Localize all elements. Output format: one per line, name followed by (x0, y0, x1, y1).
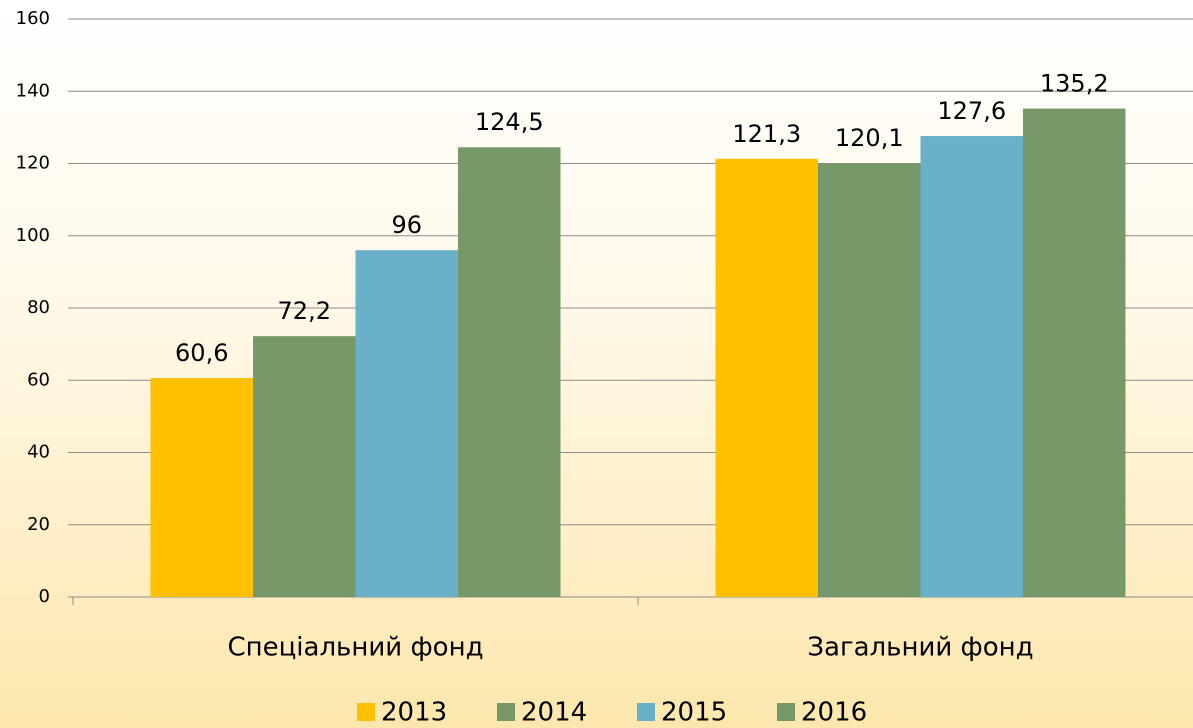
y-tick-label: 20 (27, 514, 50, 535)
data-label: 60,6 (175, 339, 228, 367)
legend-swatch (777, 703, 795, 721)
bar (715, 158, 818, 597)
legend-label: 2015 (661, 698, 727, 728)
y-tick-label: 40 (27, 442, 50, 463)
legend-swatch (497, 703, 515, 721)
bar (1023, 108, 1126, 597)
bar (818, 163, 921, 598)
data-label: 96 (391, 211, 422, 239)
legend-swatch (637, 703, 655, 721)
data-label: 127,6 (937, 97, 1006, 125)
data-label: 120,1 (835, 124, 904, 152)
x-tick-label: Спеціальний фонд (227, 633, 483, 663)
data-label: 72,2 (278, 297, 331, 325)
data-label: 135,2 (1040, 70, 1109, 98)
legend-label: 2016 (801, 698, 867, 728)
y-tick-label: 0 (39, 586, 50, 607)
x-tick-label: Загальний фонд (807, 633, 1033, 663)
y-tick-label: 100 (16, 225, 50, 246)
data-label: 124,5 (475, 108, 544, 136)
data-label: 121,3 (732, 120, 801, 148)
bar (458, 147, 561, 597)
legend-swatch (357, 703, 375, 721)
legend-label: 2013 (381, 698, 447, 728)
y-tick-label: 60 (27, 369, 50, 390)
y-tick-label: 160 (16, 8, 50, 29)
bar (920, 136, 1023, 598)
legend-label: 2014 (521, 698, 587, 728)
y-tick-label: 140 (16, 80, 50, 101)
bar (253, 336, 356, 597)
bar (355, 250, 458, 597)
y-tick-label: 80 (27, 297, 50, 318)
y-tick-label: 120 (16, 153, 50, 174)
bar (150, 378, 253, 597)
